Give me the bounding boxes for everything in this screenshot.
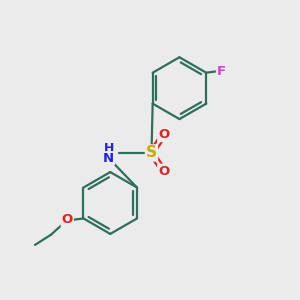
Text: O: O — [158, 128, 169, 141]
Text: S: S — [146, 146, 157, 160]
Text: O: O — [158, 165, 169, 178]
Text: O: O — [62, 213, 73, 226]
Text: F: F — [217, 65, 226, 78]
Text: H: H — [103, 142, 114, 155]
Text: N: N — [103, 152, 114, 165]
